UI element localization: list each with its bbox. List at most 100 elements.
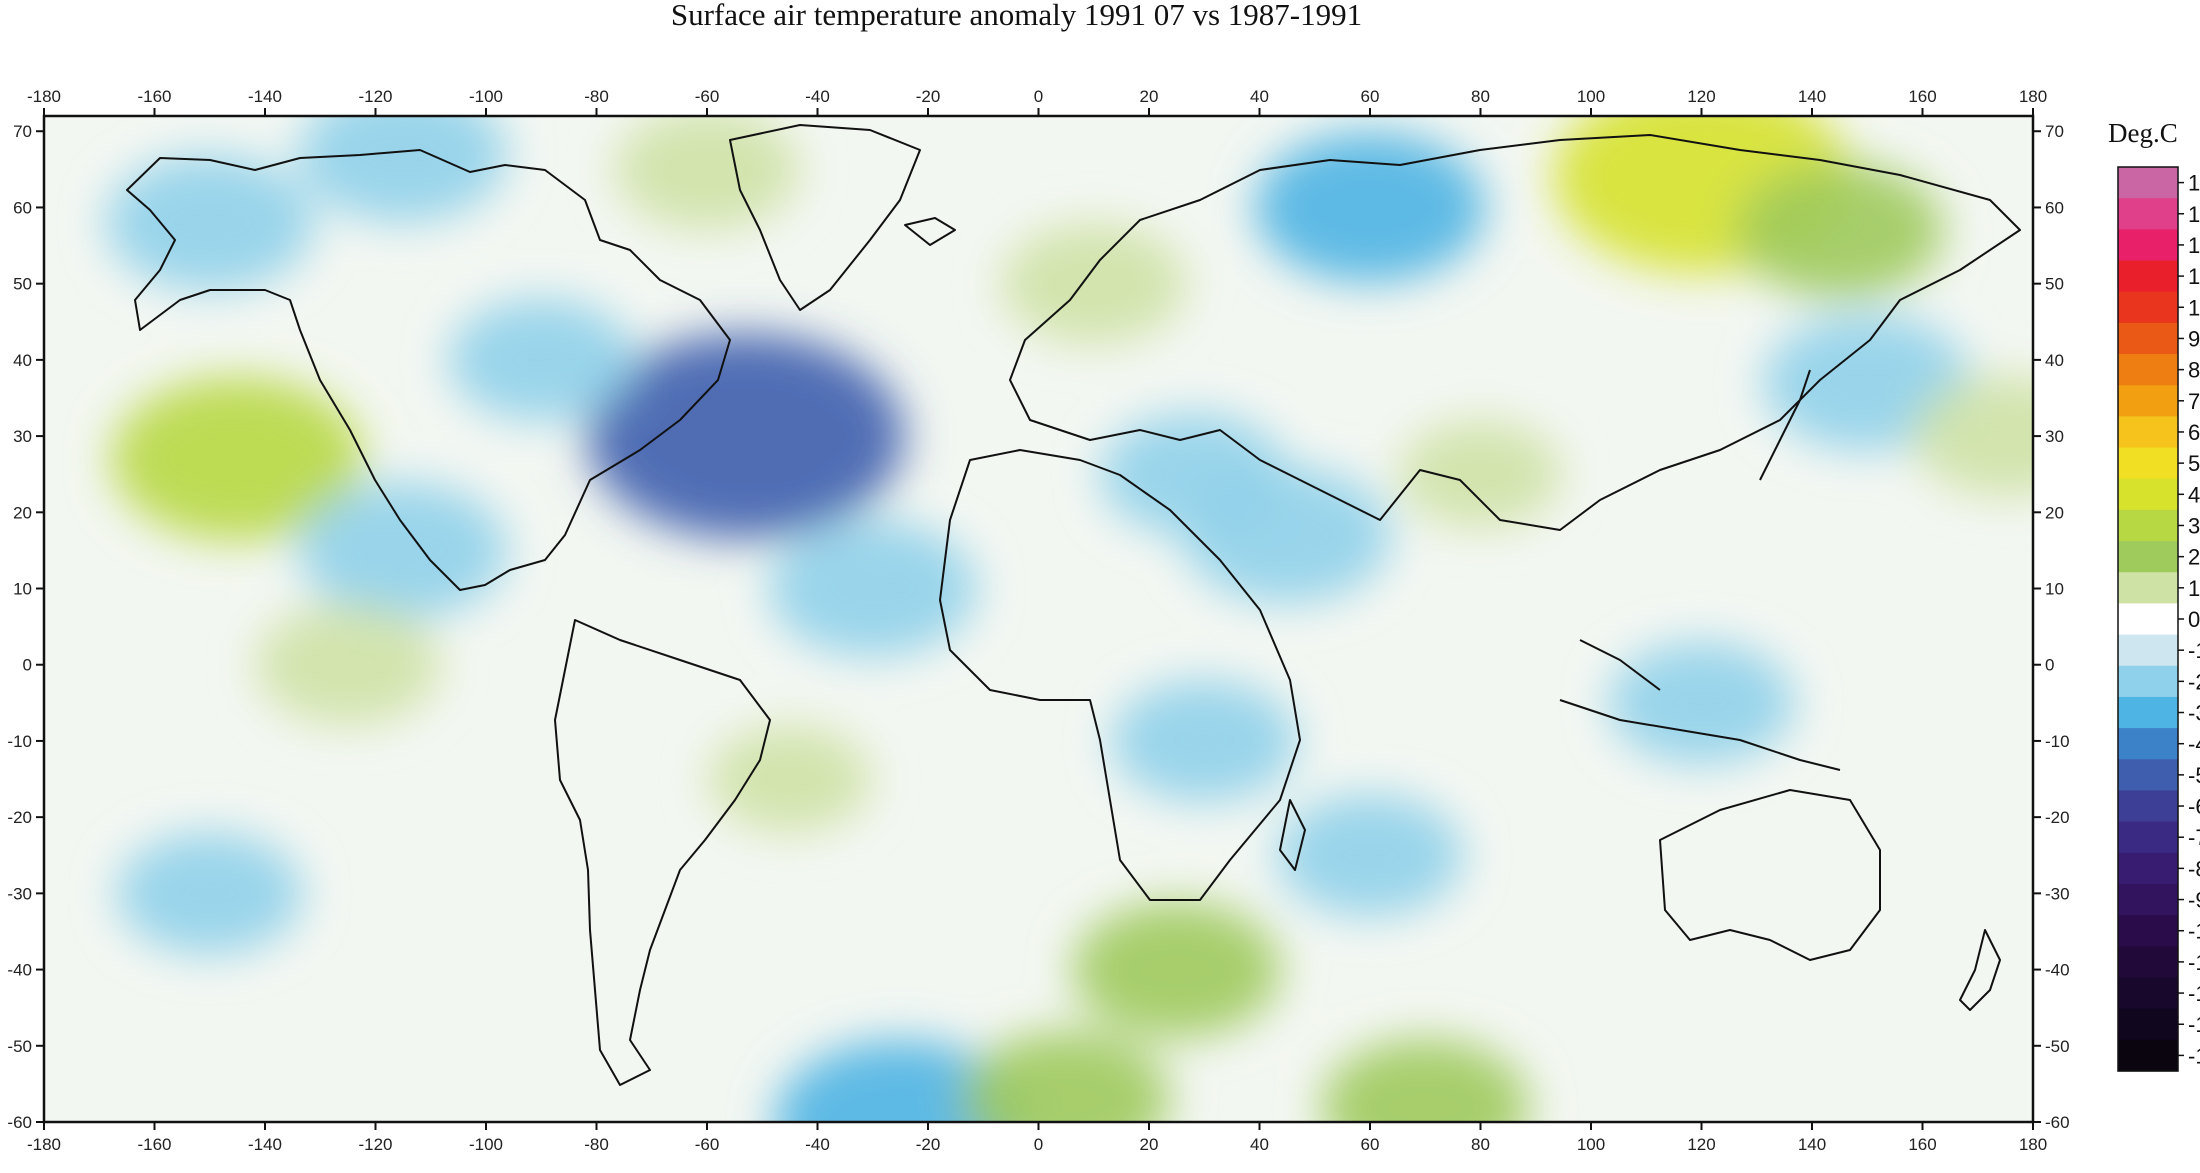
colorbar-swatch (2118, 478, 2178, 511)
x-tick-label-top: -40 (805, 87, 830, 106)
anomaly-region (707, 725, 872, 834)
x-tick-label-top: 60 (1361, 87, 1380, 106)
anomaly-region (105, 154, 314, 291)
colorbar-swatch (2118, 946, 2178, 979)
colorbar: 14131211109876543210-1-2-3-4-5-6-7-8-9-1… (2117, 166, 2200, 1072)
x-tick-label-bottom: -160 (137, 1135, 171, 1154)
colorbar-label: -14 (2188, 1043, 2200, 1068)
colorbar-swatch (2118, 759, 2178, 792)
colorbar-label: -13 (2188, 1012, 2200, 1037)
y-tick-label-left: 60 (13, 198, 32, 217)
colorbar-swatch (2118, 509, 2178, 542)
coastline-new-zealand (1959, 929, 2001, 1011)
colorbar-label: 12 (2188, 233, 2200, 258)
y-tick-label-left: 10 (13, 580, 32, 599)
x-tick-label-top: -80 (584, 87, 609, 106)
y-tick-label-right: -60 (2045, 1113, 2070, 1132)
anomaly-region (1072, 901, 1281, 1038)
colorbar-swatch (2118, 447, 2178, 480)
y-tick-label-left: 50 (13, 275, 32, 294)
colorbar-label: 0 (2188, 607, 2200, 632)
colorbar-label: -9 (2188, 888, 2200, 913)
x-tick-label-bottom: 60 (1361, 1135, 1380, 1154)
y-tick-label-right: 30 (2045, 427, 2064, 446)
y-tick-label-left: -40 (7, 961, 32, 980)
x-tick-label-top: -180 (27, 87, 61, 106)
x-tick-label-bottom: 80 (1471, 1135, 1490, 1154)
anomaly-region (1321, 1038, 1530, 1122)
colorbar-label: -3 (2188, 701, 2200, 726)
colorbar-label: -12 (2188, 981, 2200, 1006)
y-tick-label-right: 40 (2045, 351, 2064, 370)
colorbar-swatch (2118, 790, 2178, 823)
colorbar-label: 2 (2188, 545, 2200, 570)
colorbar-label: 8 (2188, 358, 2200, 383)
anomaly-region (1277, 794, 1463, 917)
colorbar-swatch (2118, 167, 2178, 199)
y-tick-label-right: -10 (2045, 732, 2070, 751)
colorbar-label: 1 (2188, 576, 2200, 601)
x-tick-label-bottom: 120 (1687, 1135, 1715, 1154)
colorbar-label: 14 (2188, 171, 2200, 196)
colorbar-label: 10 (2188, 295, 2200, 320)
colorbar-label: 5 (2188, 451, 2200, 476)
x-tick-label-top: -60 (695, 87, 720, 106)
colorbar-label: -8 (2188, 856, 2200, 881)
colorbar-label: 6 (2188, 420, 2200, 445)
anomaly-region (254, 603, 441, 726)
colorbar-swatch (2118, 385, 2178, 417)
colorbar-label: -11 (2188, 950, 2200, 975)
y-tick-label-right: -20 (2045, 808, 2070, 827)
colorbar-label: 7 (2188, 389, 2200, 414)
x-tick-label-bottom: 40 (1250, 1135, 1269, 1154)
y-tick-label-left: 0 (23, 656, 32, 675)
colorbar-label: 13 (2188, 202, 2200, 227)
x-tick-label-top: 140 (1798, 87, 1826, 106)
anomaly-region (1912, 375, 2033, 498)
anomaly-region (111, 376, 364, 541)
y-tick-label-left: 70 (13, 122, 32, 141)
x-axis-bottom: -180 -160 -140 -120 -100 -80 -60 -40 -20 0 20 40 60 8… (27, 1122, 2047, 1154)
colorbar-label: -2 (2188, 669, 2200, 694)
coastline-outlines (126, 124, 2021, 1086)
x-tick-label-top: -160 (137, 87, 171, 106)
x-tick-label-bottom: 140 (1798, 1135, 1826, 1154)
anomaly-region (448, 298, 635, 421)
y-tick-label-left: 30 (13, 427, 32, 446)
x-tick-label-top: -100 (469, 87, 503, 106)
x-axis-top: -180 -160 -140 -120 -100 -80 -60 -40 -20 0 20 40 60 8… (27, 87, 2047, 116)
x-tick-label-bottom: -100 (469, 1135, 503, 1154)
y-tick-label-left: -60 (7, 1113, 32, 1132)
anomaly-region (614, 116, 800, 231)
x-tick-label-bottom: 180 (2019, 1135, 2047, 1154)
colorbar-swatch (2118, 354, 2178, 386)
x-tick-label-top: 0 (1034, 87, 1043, 106)
anomaly-region (1735, 162, 1944, 299)
colorbar-swatch (2118, 915, 2178, 947)
colorbar-swatch (2118, 198, 2178, 230)
y-tick-label-right: 0 (2045, 656, 2054, 675)
y-tick-label-right: 70 (2045, 122, 2064, 141)
anomaly-region (1398, 420, 1563, 529)
colorbar-label: 4 (2188, 482, 2200, 507)
anomaly-region (1255, 132, 1485, 283)
coastline-japan (1759, 369, 1811, 481)
x-tick-label-bottom: 20 (1140, 1135, 1159, 1154)
y-tick-label-left: -10 (7, 732, 32, 751)
coastline-africa (939, 449, 1301, 901)
coastline-north-america (126, 149, 731, 591)
x-tick-label-bottom: -120 (358, 1135, 392, 1154)
anomaly-region (586, 333, 905, 540)
colorbar-swatch (2118, 696, 2178, 729)
colorbar-label: -10 (2188, 919, 2200, 944)
y-tick-label-right: 60 (2045, 198, 2064, 217)
colorbar-swatch (2118, 541, 2178, 573)
x-tick-label-bottom: 0 (1034, 1135, 1043, 1154)
x-tick-label-top: -20 (916, 87, 941, 106)
colorbar-label: -7 (2188, 825, 2200, 850)
colorbar-swatch (2118, 821, 2178, 854)
y-tick-label-right: 10 (2045, 580, 2064, 599)
x-tick-label-bottom: -140 (248, 1135, 282, 1154)
coastline-madagascar (1279, 799, 1306, 871)
x-tick-label-top: -120 (358, 87, 392, 106)
